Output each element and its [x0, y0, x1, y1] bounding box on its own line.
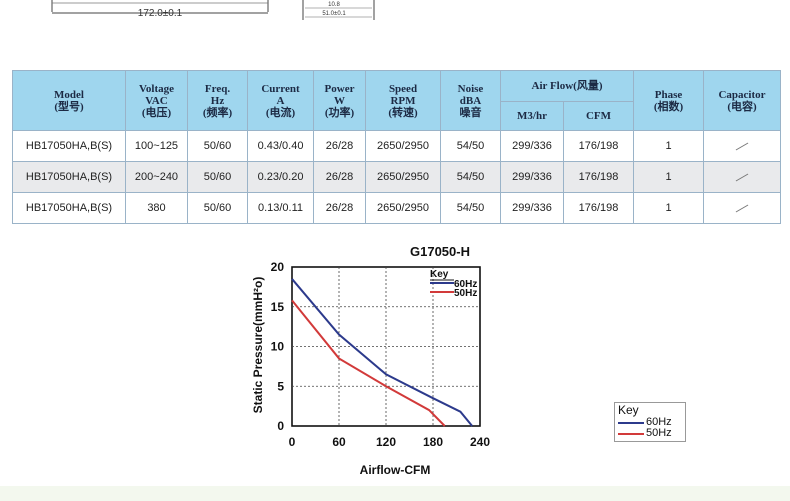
legend-label-50hz: 50Hz — [454, 288, 477, 299]
header-voltage: Voltage VAC (电压) — [125, 70, 188, 131]
dash-mark — [735, 173, 749, 182]
x-tick-label: 180 — [423, 435, 443, 449]
cell-voltage: 200~240 — [125, 161, 188, 193]
legend-swatch — [618, 422, 644, 424]
x-tick-label: 240 — [470, 435, 490, 449]
dash-mark — [735, 204, 749, 213]
y-tick-label: 5 — [277, 379, 284, 393]
y-tick-label: 0 — [277, 419, 284, 433]
external-legend-item-50hz: 50Hz — [618, 427, 684, 439]
chart-legend-title: Key — [430, 269, 449, 280]
chart-grid — [291, 266, 481, 427]
cell-airflow-cfm: 176/198 — [562, 130, 635, 162]
header-noise: Noise dBA 噪音 — [440, 70, 501, 131]
header-freq: Freq. Hz (频率) — [187, 70, 248, 131]
x-tick-label: 60 — [332, 435, 346, 449]
cell-speed: 2650/2950 — [365, 192, 441, 224]
cell-model: HB17050HA,B(S) — [12, 130, 126, 162]
dimension-small-label-2: 51.0±0.1 — [322, 11, 346, 17]
spec-table: Model (型号) Voltage VAC (电压) Freq. Hz (频率… — [12, 70, 782, 224]
series-line-50hz — [291, 299, 446, 427]
header-capacitor: Capacitor (电容) — [703, 70, 782, 131]
external-legend: Key 60Hz 50Hz — [614, 402, 686, 442]
header-speed: Speed RPM (转速) — [365, 70, 441, 131]
chart-ticks: 0 60 120 180 240 0 5 10 15 20 — [271, 260, 491, 449]
table-row: HB17050HA,B(S) 100~125 50/60 0.43/0.40 2… — [12, 130, 782, 162]
cell-freq: 50/60 — [187, 161, 248, 193]
cell-phase: 1 — [633, 192, 705, 224]
cell-voltage: 100~125 — [125, 130, 188, 162]
header-current: Current A (电流) — [247, 70, 314, 131]
table-row: HB17050HA,B(S) 200~240 50/60 0.23/0.20 2… — [12, 161, 782, 193]
header-airflow-cfm: CFM — [562, 101, 635, 131]
cell-capacitor — [703, 192, 782, 224]
chart-series-layer — [291, 278, 473, 427]
dimension-main-label: 172.0±0.1 — [138, 8, 183, 19]
x-tick-label: 120 — [376, 435, 396, 449]
cell-voltage: 380 — [125, 192, 188, 224]
legend-label: 50Hz — [646, 427, 672, 439]
cell-model: HB17050HA,B(S) — [12, 192, 126, 224]
cell-phase: 1 — [633, 130, 705, 162]
cell-airflow-m3: 299/336 — [500, 130, 564, 162]
y-axis-title: Static Pressure(mmH²o) — [251, 277, 265, 414]
x-axis-title: Airflow-CFM — [360, 463, 431, 477]
legend-label: 60Hz — [646, 416, 672, 428]
cell-airflow-cfm: 176/198 — [562, 161, 635, 193]
x-tick-label: 0 — [289, 435, 296, 449]
chart-title: G17050-H — [410, 244, 470, 259]
cell-capacitor — [703, 130, 782, 162]
cell-noise: 54/50 — [440, 192, 501, 224]
cell-noise: 54/50 — [440, 161, 501, 193]
y-tick-label: 20 — [271, 260, 285, 274]
cell-power: 26/28 — [313, 192, 366, 224]
header-airflow: Air Flow(风量) — [499, 70, 635, 102]
cell-freq: 50/60 — [187, 192, 248, 224]
cell-power: 26/28 — [313, 161, 366, 193]
cell-model: HB17050HA,B(S) — [12, 161, 126, 193]
dimension-drawing: 172.0±0.1 10.8 51.0±0.1 — [51, 0, 375, 20]
cell-airflow-m3: 299/336 — [500, 161, 564, 193]
external-legend-title: Key — [618, 403, 639, 417]
dimension-small-label-1: 10.8 — [328, 2, 340, 8]
cell-power: 26/28 — [313, 130, 366, 162]
header-airflow-m3: M3/hr — [500, 101, 564, 131]
cell-current: 0.13/0.11 — [247, 192, 314, 224]
external-legend-item-60hz: 60Hz — [618, 416, 684, 428]
legend-label-60hz: 60Hz — [454, 279, 477, 290]
cell-current: 0.23/0.20 — [247, 161, 314, 193]
table-row: HB17050HA,B(S) 380 50/60 0.13/0.11 26/28… — [12, 192, 782, 224]
cell-noise: 54/50 — [440, 130, 501, 162]
header-model: Model (型号) — [12, 70, 126, 131]
cell-freq: 50/60 — [187, 130, 248, 162]
cell-airflow-cfm: 176/198 — [562, 192, 635, 224]
cell-speed: 2650/2950 — [365, 161, 441, 193]
header-phase: Phase (相数) — [633, 70, 705, 131]
cell-speed: 2650/2950 — [365, 130, 441, 162]
y-tick-label: 10 — [271, 340, 285, 354]
footer-band — [0, 486, 790, 501]
y-tick-label: 15 — [271, 300, 285, 314]
dash-mark — [735, 142, 749, 151]
header-power: Power W (功率) — [313, 70, 366, 131]
cell-phase: 1 — [633, 161, 705, 193]
legend-swatch — [618, 433, 644, 435]
cell-current: 0.43/0.40 — [247, 130, 314, 162]
series-line-60hz — [291, 278, 473, 427]
cell-airflow-m3: 299/336 — [500, 192, 564, 224]
cell-capacitor — [703, 161, 782, 193]
